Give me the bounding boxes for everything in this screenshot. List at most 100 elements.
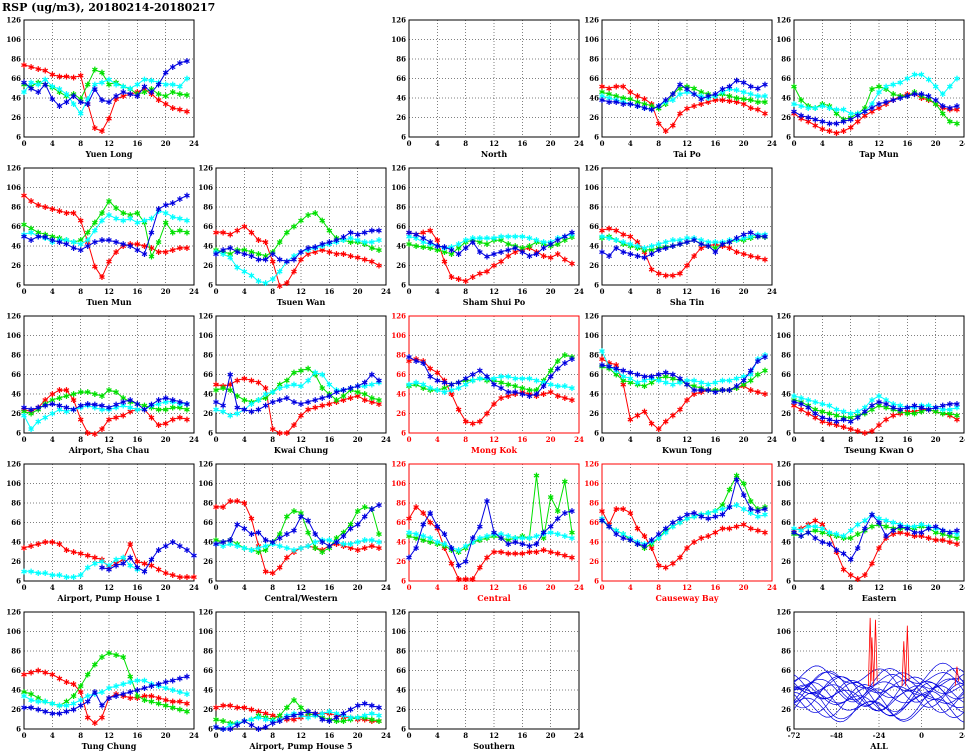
data-point-blue: ✱: [220, 246, 227, 255]
data-point-cyan: ✱: [613, 367, 620, 376]
x-tick-label: 0: [792, 583, 797, 592]
panel-title: Airport, Sha Chau: [68, 445, 150, 455]
data-point-blue: ✱: [262, 723, 269, 732]
data-point-blue: ✱: [255, 725, 262, 734]
data-point-blue: ✱: [747, 505, 754, 514]
data-point-cyan: ✱: [28, 425, 35, 434]
data-point-blue: ✱: [106, 98, 113, 107]
data-point-blue: ✱: [35, 232, 42, 241]
data-point-cyan: ✱: [155, 78, 162, 87]
x-tick-label: 24: [381, 583, 391, 592]
y-tick-label: 26: [781, 705, 791, 714]
data-point-blue: ✱: [120, 240, 127, 249]
data-point-blue: ✱: [854, 544, 861, 553]
panel-title: Sha Tin: [670, 297, 705, 307]
series-line-green: [793, 523, 958, 539]
data-point-blue: ✱: [883, 400, 890, 409]
data-point-cyan: ✱: [213, 406, 220, 415]
data-point-blue: ✱: [840, 550, 847, 559]
data-point-blue: ✱: [91, 238, 98, 247]
data-point-blue: ✱: [77, 702, 84, 711]
data-point-blue: ✱: [812, 534, 819, 543]
data-point-blue: ✱: [77, 402, 84, 411]
data-point-green: ✱: [540, 376, 547, 385]
data-point-red: ✱: [826, 419, 833, 428]
data-point-red: ✱: [476, 563, 483, 572]
x-tick-label: 16: [710, 139, 720, 148]
data-point-blue: ✱: [512, 244, 519, 253]
data-point-red: ✱: [904, 408, 911, 417]
data-point-red: ✱: [854, 575, 861, 584]
data-point-red: ✱: [939, 536, 946, 545]
data-point-cyan: ✱: [91, 559, 98, 568]
data-point-blue: ✱: [141, 82, 148, 91]
data-point-green: ✱: [413, 380, 420, 389]
data-point-red: ✱: [740, 382, 747, 391]
x-tick-label: 16: [902, 139, 912, 148]
data-point-blue: ✱: [641, 254, 648, 263]
data-point-blue: ✱: [833, 546, 840, 555]
y-tick-label: 106: [391, 627, 406, 636]
all-series-line: [793, 672, 965, 707]
data-point-cyan: ✱: [620, 238, 627, 247]
data-point-red: ✱: [49, 390, 56, 399]
data-point-blue: ✱: [113, 692, 120, 701]
x-tick-label: 4: [50, 583, 55, 592]
data-point-red: ✱: [634, 524, 641, 533]
data-point-red: ✱: [35, 404, 42, 413]
data-point-green: ✱: [791, 396, 798, 405]
data-point-blue: ✱: [333, 236, 340, 245]
data-point-green: ✱: [319, 713, 326, 722]
data-point-green: ✱: [533, 386, 540, 395]
data-point-red: ✱: [162, 569, 169, 578]
data-point-green: ✱: [554, 357, 561, 366]
data-point-blue: ✱: [712, 90, 719, 99]
data-point-red: ✱: [762, 110, 769, 119]
data-point-blue: ✱: [241, 250, 248, 259]
data-point-red: ✱: [505, 550, 512, 559]
data-point-cyan: ✱: [762, 230, 769, 239]
data-point-red: ✱: [476, 417, 483, 426]
series-line-cyan: [601, 504, 766, 545]
panel-tseung-kwan-o: 04812162024626466686106126Tseung Kwan O✱…: [776, 312, 965, 456]
data-point-blue: ✱: [276, 256, 283, 265]
data-point-green: ✱: [213, 386, 220, 395]
data-point-red: ✱: [276, 282, 283, 291]
data-point-red: ✱: [533, 548, 540, 557]
data-point-red: ✱: [361, 396, 368, 405]
data-point-green: ✱: [498, 378, 505, 387]
data-point-red: ✱: [726, 97, 733, 106]
page-title: RSP (ug/m3), 20180214-20180217: [2, 1, 216, 14]
data-point-cyan: ✱: [427, 534, 434, 543]
data-point-green: ✱: [606, 365, 613, 374]
data-point-green: ✱: [176, 90, 183, 99]
data-point-cyan: ✱: [791, 100, 798, 109]
data-point-blue: ✱: [740, 376, 747, 385]
data-point-blue: ✱: [305, 517, 312, 526]
data-point-cyan: ✱: [684, 234, 691, 243]
x-tick-label: 24: [959, 139, 965, 148]
data-point-green: ✱: [134, 90, 141, 99]
data-point-blue: ✱: [925, 92, 932, 101]
data-point-red: ✱: [120, 92, 127, 101]
data-point-cyan: ✱: [134, 676, 141, 685]
panel-frame: [601, 463, 773, 582]
y-tick-label: 86: [589, 55, 599, 64]
series-line-blue: [793, 401, 957, 422]
data-point-red: ✱: [498, 548, 505, 557]
data-point-blue: ✱: [176, 542, 183, 551]
data-point-red: ✱: [547, 254, 554, 263]
data-point-blue: ✱: [99, 702, 106, 711]
data-point-blue: ✱: [63, 404, 70, 413]
series-line-cyan: [408, 375, 573, 393]
data-point-red: ✱: [35, 201, 42, 210]
data-point-blue: ✱: [35, 404, 42, 413]
data-point-red: ✱: [634, 238, 641, 247]
data-point-cyan: ✱: [719, 238, 726, 247]
data-point-cyan: ✱: [547, 238, 554, 247]
data-point-red: ✱: [91, 262, 98, 271]
data-point-red: ✱: [441, 376, 448, 385]
data-point-blue: ✱: [420, 234, 427, 243]
data-point-green: ✱: [333, 534, 340, 543]
data-point-green: ✱: [91, 66, 98, 75]
